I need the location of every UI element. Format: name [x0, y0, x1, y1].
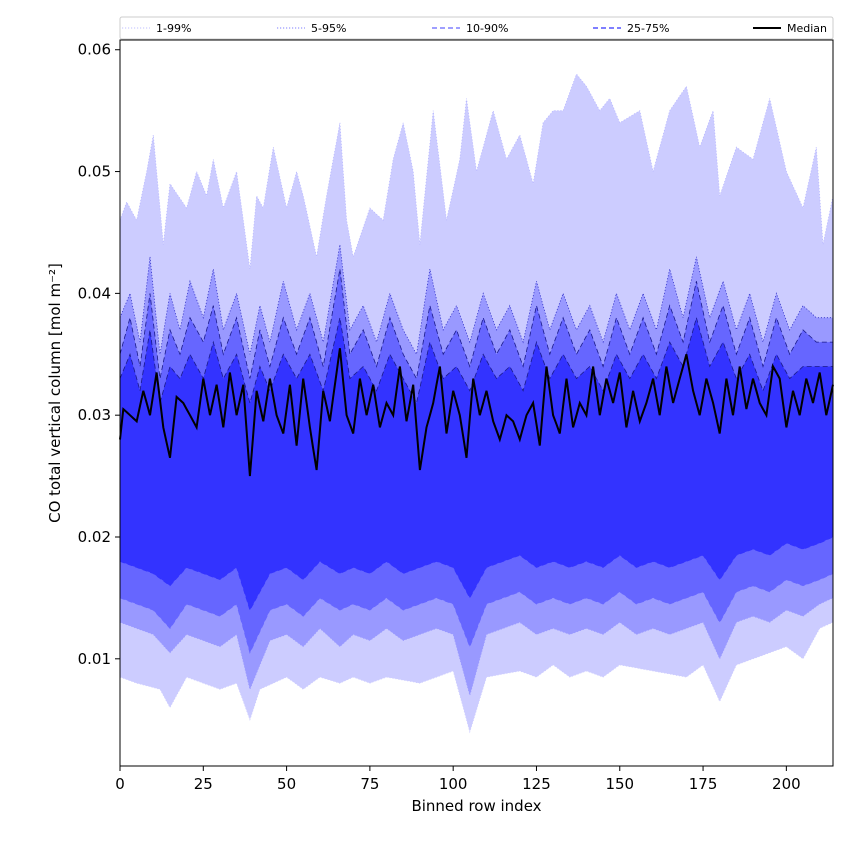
x-tick-label: 25 [194, 775, 213, 793]
y-tick-label: 0.05 [78, 163, 111, 181]
y-tick-label: 0.04 [78, 284, 111, 302]
x-tick-label: 50 [277, 775, 296, 793]
x-tick-label: 75 [360, 775, 379, 793]
x-tick-label: 0 [115, 775, 125, 793]
band-0-upper-line [119, 73, 834, 270]
x-tick-label: 150 [605, 775, 634, 793]
legend-box [119, 16, 834, 40]
band-3-lower-line [119, 536, 834, 612]
band-1-lower-line [119, 597, 834, 697]
y-tick-label: 0.02 [78, 528, 111, 546]
legend-label: Median [787, 22, 827, 35]
x-tick-label: 125 [522, 775, 551, 793]
legend-label: 5-95% [311, 22, 346, 35]
legend-label: 10-90% [466, 22, 508, 35]
y-tick-label: 0.06 [78, 41, 111, 59]
y-axis-ticks: 0.01 0.02 0.03 0.04 0.05 0.06 [78, 41, 120, 668]
x-axis-title: Binned row index [411, 797, 541, 815]
median-line [119, 348, 834, 477]
plot-frame [119, 39, 834, 767]
y-tick-label: 0.01 [78, 650, 111, 668]
plot-area [119, 39, 834, 767]
x-axis-ticks: 0 25 50 75 100 125 150 175 200 [115, 766, 801, 793]
band-0-lower-line [119, 621, 834, 734]
y-axis-title: CO total vertical column [mol m⁻²] [46, 263, 64, 523]
band-3-upper-line [119, 316, 833, 405]
x-tick-label: 100 [439, 775, 468, 793]
legend: 1-99% 5-95% 10-90% 25-75% Median [119, 16, 834, 40]
band-1-upper-line [119, 244, 833, 356]
band-2-lower-line [119, 573, 834, 654]
legend-label: 1-99% [156, 22, 191, 35]
percentile-bands [120, 74, 833, 732]
y-tick-label: 0.03 [78, 406, 111, 424]
x-tick-label: 175 [689, 775, 718, 793]
legend-label: 25-75% [627, 22, 669, 35]
x-tick-label: 200 [772, 775, 801, 793]
series-lines [119, 73, 834, 734]
